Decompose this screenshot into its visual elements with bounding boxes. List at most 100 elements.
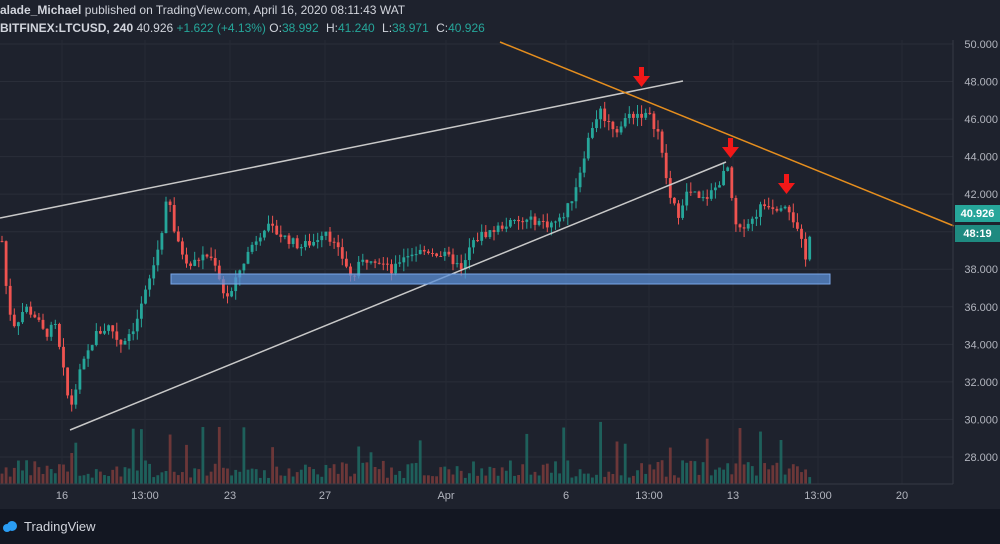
publish-info: alade_Michael published on TradingView.c… [0,3,405,17]
price-tick-label: 36.000 [964,302,998,314]
volume-bar [176,475,180,484]
volume-bar [21,470,24,484]
support-zone-rectangle[interactable] [170,273,831,285]
candle-body [418,249,422,255]
candle-body [783,206,787,209]
volume-bar [0,473,4,484]
candle-body [668,178,672,198]
volume-bar [504,470,508,484]
volume-bar [697,474,701,484]
volume-bar [365,462,369,484]
volume-bar [533,471,537,484]
candle-body [545,221,549,228]
candle-body [673,197,676,204]
volume-bar [742,464,746,484]
candle-body [242,263,246,271]
descending-trendline[interactable] [499,41,955,227]
candle-body [263,230,266,238]
volume-bar [607,471,611,484]
candle-body [410,254,414,257]
symbol-name[interactable]: BITFINEX:LTCUSD, 240 [0,21,134,35]
volume-bar [677,477,680,484]
candle-body [644,112,648,118]
volume-bar [258,477,262,484]
candle-body [193,259,197,266]
candle-body [447,251,451,255]
candle-body [304,241,307,248]
candle-body [328,231,332,242]
candle-body [250,244,254,252]
volume-bar [217,426,221,484]
volume-bar [447,469,451,484]
candle-body [705,197,709,199]
volume-bar [390,467,393,484]
candle-body [714,187,717,191]
candle-body [796,222,799,229]
volume-bar [619,475,623,484]
candle-body [103,330,106,334]
candle-body [53,323,57,325]
time-axis[interactable]: 16 13:00 23 27 Apr 6 13:00 13 13:00 20 [56,490,908,502]
candle-body [201,254,205,261]
price-tick-label: 48.000 [964,77,998,89]
candle-body [697,191,701,198]
candle-body [377,262,381,264]
tradingview-logo[interactable]: TradingView [2,519,96,534]
volume-bar [238,471,242,484]
volume-bar [250,468,254,484]
candle-body [390,264,393,274]
volume-bar [406,464,410,484]
volume-bar [94,469,98,484]
volume-bar [205,475,209,484]
volume-bar [49,469,53,484]
candle-body [99,331,102,334]
candle-body [222,279,225,294]
candle-body [414,254,418,256]
wedge-lower-line[interactable] [69,161,727,431]
candle-body [480,231,484,241]
volume-bar [357,446,361,484]
time-tick-label: 13 [727,490,739,502]
candle-body [172,204,176,232]
volume-bar [431,476,434,484]
countdown-tag: 48:19 [955,225,1000,242]
candle-body [755,216,758,219]
chart-canvas[interactable]: 50.00048.00046.00044.00042.00040.00038.0… [0,0,1000,509]
volume-bar [386,477,389,484]
candle-body [4,241,8,286]
candle-body [316,240,320,242]
candle-body [591,128,594,138]
volume-bar [763,463,766,484]
candle-body [746,223,750,229]
volume-bar [168,434,172,484]
candle-body [586,137,590,159]
candle-body [488,230,492,238]
author-name[interactable]: alade_Michael [0,3,82,17]
candle-body [312,241,315,246]
time-tick-label: 27 [319,490,331,502]
candle-body [381,263,385,265]
candle-body [558,217,561,222]
candle-body [500,225,504,229]
candle-body [340,247,344,259]
volume-bar [455,466,459,484]
price-tick-label: 42.000 [964,189,998,201]
volume-bar [521,464,525,484]
volume-bar [246,469,250,484]
low-value: 38.971 [392,21,429,35]
volume-bar [480,468,484,484]
candle-body [722,170,725,186]
candle-body [394,263,397,274]
volume-bar [127,468,131,484]
wedge-upper-line[interactable] [0,80,684,219]
volume-bar [414,462,418,484]
candle-body [373,261,377,263]
candle-body [771,207,775,209]
volume-bar [410,463,414,484]
candle-body [632,113,635,118]
volume-bar [320,476,324,484]
volume-bar [398,471,402,484]
time-tick-label: Apr [437,490,454,502]
volume-bar [222,467,225,484]
candle-body [123,341,127,345]
